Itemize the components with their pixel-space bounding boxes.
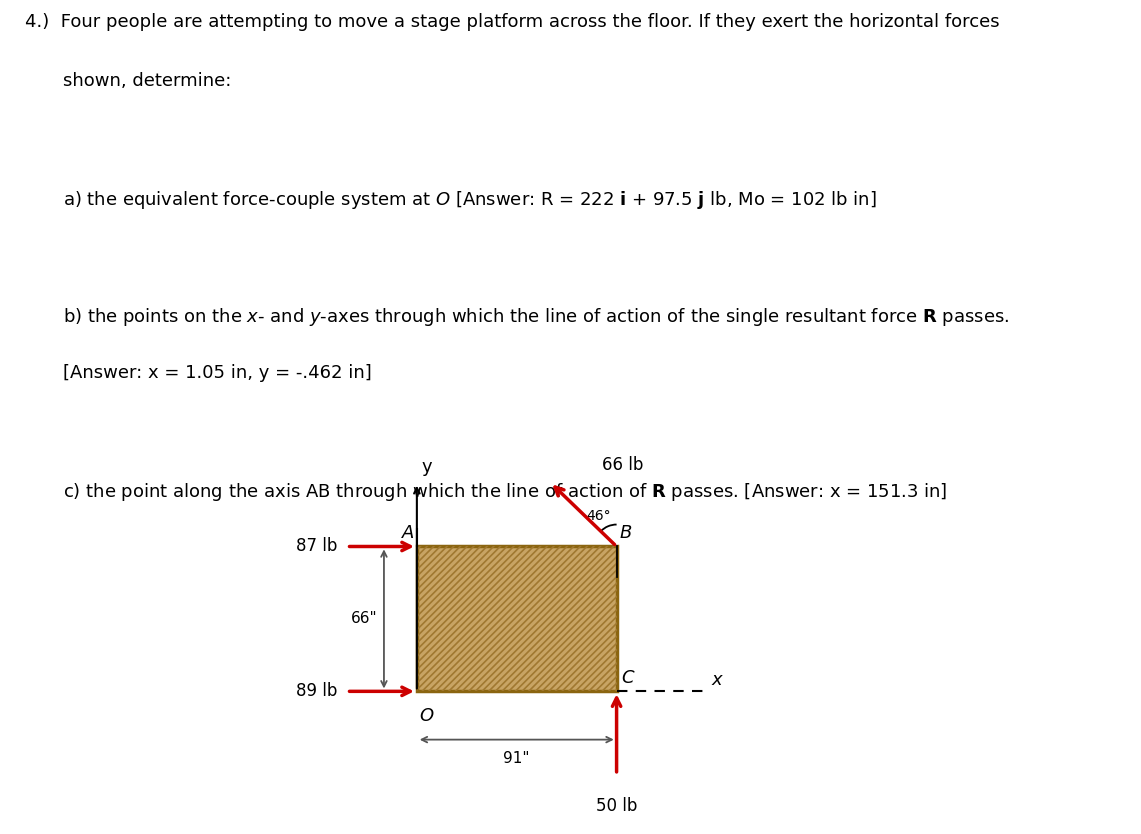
Text: y: y	[421, 458, 432, 476]
Text: [Answer: x = 1.05 in, y = -.462 in]: [Answer: x = 1.05 in, y = -.462 in]	[63, 364, 372, 382]
Text: c) the point along the axis AB through which the line of action of $\mathbf{R}$ : c) the point along the axis AB through w…	[63, 481, 947, 504]
Text: $A$: $A$	[400, 524, 414, 542]
Bar	[416, 546, 616, 691]
Text: 50 lb: 50 lb	[596, 796, 638, 815]
Bar	[416, 546, 616, 691]
Text: b) the points on the $\it{x}$- and $\it{y}$-axes through which the line of actio: b) the points on the $\it{x}$- and $\it{…	[63, 306, 1009, 328]
Text: 66 lb: 66 lb	[602, 455, 644, 474]
Text: 87 lb: 87 lb	[297, 537, 338, 555]
Text: $B$: $B$	[618, 524, 632, 542]
Text: $C$: $C$	[621, 669, 636, 687]
Text: 91": 91"	[503, 751, 529, 766]
Text: 46°: 46°	[585, 509, 610, 523]
Text: 89 lb: 89 lb	[297, 682, 338, 701]
Text: 66": 66"	[350, 611, 378, 626]
Text: $O$: $O$	[419, 706, 435, 725]
Text: shown, determine:: shown, determine:	[63, 72, 232, 89]
Text: a) the equivalent force-couple system at $\it{O}$ [Answer: R = 222 $\mathbf{i}$ : a) the equivalent force-couple system at…	[63, 188, 876, 211]
Text: 4.)  Four people are attempting to move a stage platform across the floor. If th: 4.) Four people are attempting to move a…	[25, 13, 1000, 31]
Text: $x$: $x$	[711, 671, 725, 689]
